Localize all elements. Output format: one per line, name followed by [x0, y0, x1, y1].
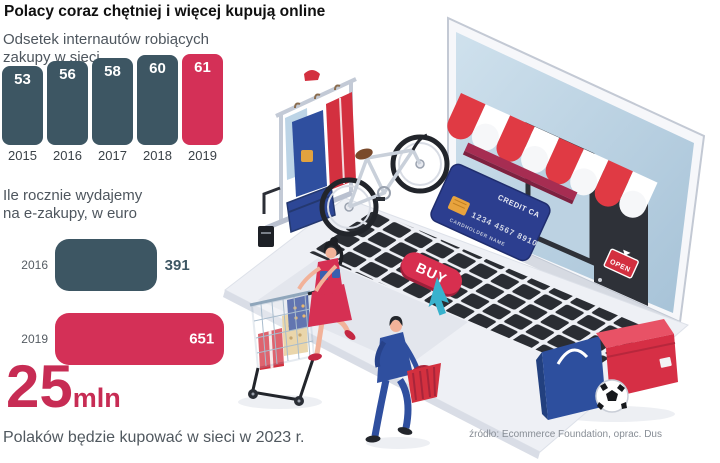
bicycle-icon — [319, 133, 450, 237]
forecast-number: 25 — [6, 353, 73, 420]
annual-spend-bar-chart: 2016 391 2019 651 — [0, 239, 225, 387]
vertical-bars: 53 2015 56 2016 58 2017 60 2018 61 2019 — [2, 53, 223, 163]
shop-awning-icon — [447, 93, 658, 218]
horizontal-bars: 2016 391 2019 651 — [0, 239, 225, 365]
bar-year-label: 2018 — [143, 148, 172, 163]
cursor-icon — [428, 277, 449, 316]
bar-year-label: 2016 — [53, 148, 82, 163]
forecast-figure: 25 mln — [6, 357, 121, 417]
man-shopper — [365, 316, 441, 443]
touchpad — [258, 258, 468, 366]
forecast-caption: Polaków będzie kupować w sieci w 2023 r. — [3, 429, 305, 446]
page-title: Polacy coraz chętniej i więcej kupują on… — [4, 3, 326, 20]
buy-button: BUY — [400, 252, 463, 316]
bar-value: 60 — [149, 60, 166, 77]
cap-icon — [304, 70, 320, 81]
bar-year-label: 2017 — [98, 148, 127, 163]
bar-value: 53 — [14, 70, 31, 88]
bar-value: 61 — [194, 58, 211, 76]
hair-bun — [330, 237, 338, 245]
chart2-heading: Ile rocznie wydajemy na e-zakupy, w euro — [3, 187, 142, 223]
football-icon — [595, 379, 629, 413]
bar-2015: 53 2015 — [2, 65, 43, 163]
bar-2016: 56 2016 — [47, 61, 88, 163]
keyboard-keys — [308, 210, 652, 372]
hbar-value: 391 — [164, 256, 190, 274]
handlebar — [411, 133, 428, 151]
bar-year-label: 2015 — [8, 148, 37, 163]
shoebox-icon — [596, 319, 678, 398]
hbar-year-label: 2016 — [21, 258, 48, 272]
door-handle-icon — [598, 278, 602, 282]
bar-value: 58 — [104, 63, 121, 80]
hbar-year-label: 2019 — [21, 332, 48, 346]
shopping-cart-icon — [248, 288, 323, 406]
chart2-heading-line1: Ile rocznie wydajemy — [3, 187, 143, 204]
bar-2019: 61 2019 — [182, 53, 223, 163]
hbar-2019: 2019 651 — [0, 313, 225, 365]
chart1-heading-line1: Odsetek internautów robiących — [3, 31, 209, 48]
hbar-value: 651 — [189, 330, 215, 348]
price-tag-icon — [258, 226, 274, 247]
shopping-basket-icon — [407, 363, 441, 403]
bar-value: 56 — [59, 66, 76, 83]
chart2-heading-line2: na e-zakupy, w euro — [3, 205, 137, 222]
bar-2018: 60 2018 — [137, 55, 178, 163]
woman-shopper — [297, 237, 356, 361]
shopping-bag-icon — [536, 336, 606, 420]
hbar-2016: 2016 391 — [0, 239, 224, 291]
forecast-unit: mln — [72, 383, 121, 413]
source-credit: źródło: Ecommerce Foundation, oprac. Dus — [469, 429, 662, 440]
bike-seat — [355, 148, 373, 160]
bar-year-label: 2019 — [188, 148, 217, 163]
open-sign: OPEN — [603, 248, 639, 279]
bar-2017: 58 2017 — [92, 58, 133, 163]
bag-handle — [556, 348, 589, 365]
percent-shoppers-bar-chart: 53 2015 56 2016 58 2017 60 2018 61 2019 — [2, 53, 223, 163]
